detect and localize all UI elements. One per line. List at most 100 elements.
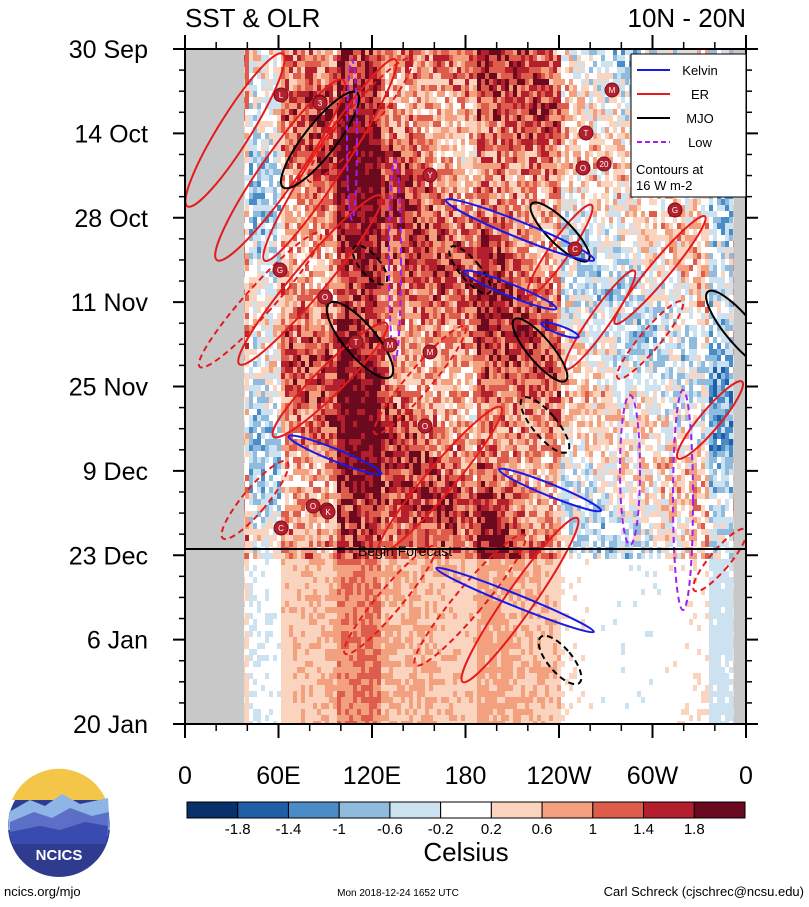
colorbar-swatch xyxy=(389,801,442,819)
olr-contour xyxy=(377,405,503,555)
legend-note-line1: Contours at xyxy=(636,162,704,177)
colorbar-swatch xyxy=(693,801,746,819)
y-tick-label: 6 Jan xyxy=(87,627,148,655)
land-mask xyxy=(185,49,746,724)
colorbar-swatch xyxy=(490,801,543,819)
storm-marker-label: G xyxy=(672,206,678,215)
storm-marker xyxy=(422,344,438,360)
storm-marker xyxy=(604,82,620,98)
land-band xyxy=(733,49,746,724)
colorbar-swatch xyxy=(440,801,492,819)
storm-marker xyxy=(273,87,289,103)
olr-contour xyxy=(537,634,583,686)
olr-contour xyxy=(413,533,527,667)
colorbar-label: 1.8 xyxy=(684,821,705,838)
y-tick-label: 23 Dec xyxy=(69,542,148,570)
footer-left: ncics.org/mjo xyxy=(4,884,81,899)
legend-label-low: Low xyxy=(688,135,712,150)
y-tick-label: 20 Jan xyxy=(73,711,148,739)
legend-label-er: ER xyxy=(691,87,709,102)
olr-contour xyxy=(692,527,746,593)
x-tick-label: 180 xyxy=(445,762,487,790)
olr-contour xyxy=(306,57,414,183)
y-axis: 30 Sep 14 Oct 28 Oct 11 Nov 25 Nov 9 Dec 23 De… xyxy=(69,36,758,739)
storm-marker xyxy=(305,498,321,514)
colorbar-swatch xyxy=(541,801,594,819)
olr-contour xyxy=(287,434,383,476)
storm-marker-label: C xyxy=(572,245,578,254)
storm-marker xyxy=(417,418,433,434)
colorbar-label: -0.6 xyxy=(377,821,403,838)
storm-marker xyxy=(312,95,328,111)
legend: Kelvin ER MJO Low Contours at 16 W m-2 xyxy=(630,53,747,198)
storm-marker xyxy=(272,262,288,278)
storm-marker xyxy=(348,334,364,350)
olr-contour xyxy=(197,231,323,369)
olr-contours xyxy=(185,52,746,686)
colorbar-label: -1.8 xyxy=(225,821,251,838)
colorbar-swatch xyxy=(186,801,239,819)
storm-marker-label: M xyxy=(427,348,434,357)
storm-marker xyxy=(667,202,683,218)
colorbar-swatch xyxy=(237,801,289,819)
storm-marker-label: 3 xyxy=(318,99,323,108)
olr-contour xyxy=(705,289,746,371)
storm-marker-label: O xyxy=(422,422,428,431)
y-tick-label: 30 Sep xyxy=(69,36,148,64)
colorbar-label: 1.4 xyxy=(633,821,654,838)
storm-marker-label: T xyxy=(354,338,359,347)
colorbar-label: -0.2 xyxy=(428,821,454,838)
storm-marker-label: O xyxy=(580,164,586,173)
olr-contour xyxy=(220,459,290,541)
y-tick-label: 11 Nov xyxy=(71,289,149,317)
olr-contour xyxy=(675,380,745,460)
storm-marker-label: O xyxy=(322,293,328,302)
legend-label-mjo: MJO xyxy=(686,111,713,126)
olr-contour xyxy=(540,321,580,339)
olr-contour xyxy=(448,245,492,295)
storm-marker xyxy=(273,520,289,536)
x-tick-label: 120W xyxy=(526,762,592,790)
storm-marker xyxy=(596,156,612,172)
storm-marker-label: 20 xyxy=(600,160,609,169)
ncics-logo: NCICS xyxy=(8,768,110,877)
storm-marker xyxy=(578,125,594,141)
storm-marker-label: Y xyxy=(427,171,433,180)
storm-marker xyxy=(320,504,336,520)
olr-contour xyxy=(613,214,707,326)
storm-marker-label: L xyxy=(279,91,284,100)
storm-marker xyxy=(382,337,398,353)
olr-contour xyxy=(262,57,398,263)
olr-contour xyxy=(519,396,571,454)
storm-marker-label: M xyxy=(609,86,616,95)
olr-contour xyxy=(343,544,437,656)
storm-marker xyxy=(567,241,583,257)
colorbar-swatch xyxy=(338,801,391,819)
footer-right: Carl Schreck (cjschrec@ncsu.edu) xyxy=(604,884,804,899)
colorbar-swatch xyxy=(287,801,340,819)
y-tick-label: 28 Oct xyxy=(74,205,148,233)
olr-contour xyxy=(388,159,402,361)
y-tick-label: 9 Dec xyxy=(83,458,148,486)
olr-contour xyxy=(435,566,595,634)
olr-contour xyxy=(615,300,685,380)
olr-contour xyxy=(271,321,389,439)
forecast-label: Begin Forecast xyxy=(358,543,452,559)
logo-text: NCICS xyxy=(36,847,83,864)
footer-center: Mon 2018-12-24 1652 UTC xyxy=(337,888,459,899)
legend-note-line2: 16 W m-2 xyxy=(636,178,692,193)
olr-contour xyxy=(351,244,389,286)
chart-title-right: 10N - 20N xyxy=(628,3,747,33)
olr-contour xyxy=(373,324,467,436)
storm-marker-label: M xyxy=(387,341,394,350)
colorbar-label: 0.2 xyxy=(481,821,502,838)
storm-marker-label: T xyxy=(584,129,589,138)
storm-marker-label: G xyxy=(277,266,283,275)
storm-marker xyxy=(422,167,438,183)
colorbar-unit: Celsius xyxy=(423,837,508,867)
storm-marker-label: K xyxy=(325,508,331,517)
y-tick-label: 14 Oct xyxy=(74,120,148,148)
storm-marker xyxy=(575,160,591,176)
x-tick-label: 120E xyxy=(343,762,401,790)
colorbar-label: 1 xyxy=(589,821,597,838)
